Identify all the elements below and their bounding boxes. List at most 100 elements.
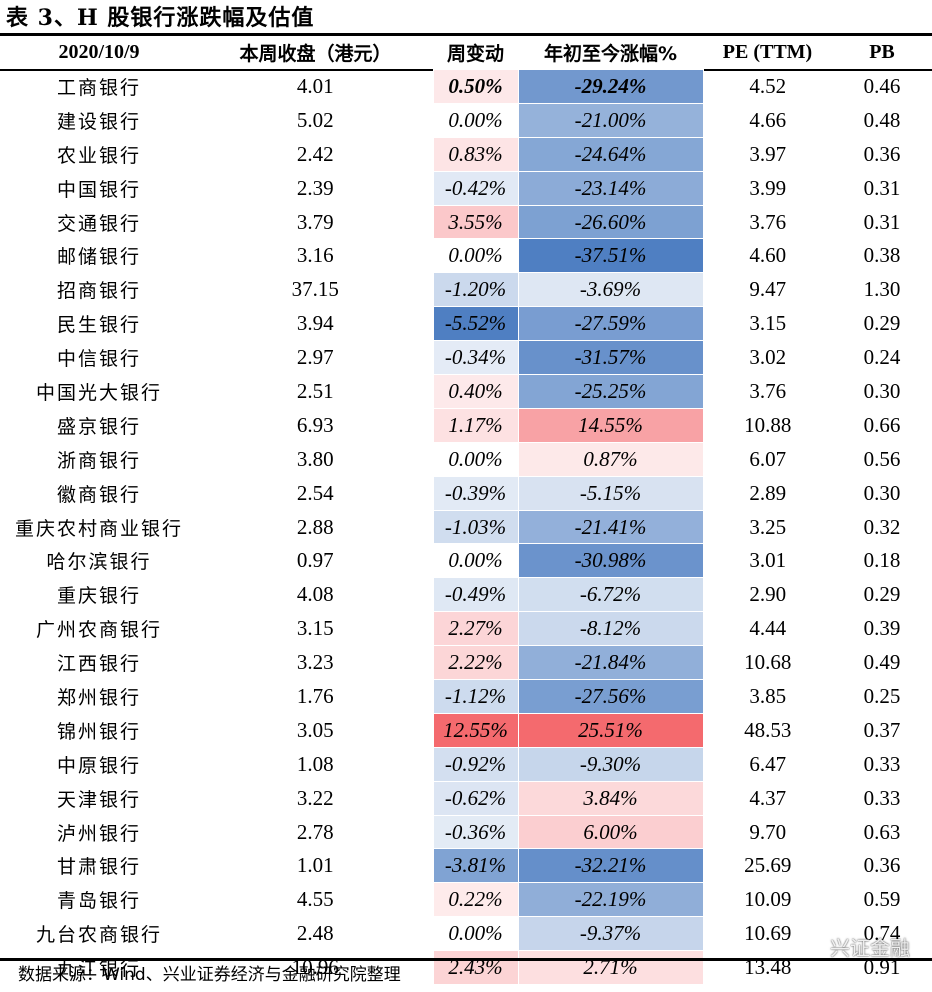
bank-name-cell: 盛京银行 <box>56 415 141 438</box>
table-row: 徽商银行 2.54 -0.39% -5.15% 2.89 0.30 <box>0 475 932 511</box>
ytd-change-cell: -21.84% <box>517 645 704 681</box>
table-row: 盛京银行 6.93 1.17% 14.55% 10.88 0.66 <box>0 407 932 443</box>
close-price-cell: 3.15 <box>296 616 334 641</box>
table-row: 重庆银行 4.08 -0.49% -6.72% 2.90 0.29 <box>0 577 932 613</box>
bank-name-cell: 徽商银行 <box>56 483 141 506</box>
ytd-change-cell: -24.64% <box>517 136 704 172</box>
pe-cell: 10.09 <box>744 887 792 912</box>
bank-name-cell: 天津银行 <box>56 788 141 811</box>
close-price-cell: 2.48 <box>296 921 334 946</box>
week-change-cell: 3.55% <box>432 204 519 240</box>
pe-cell: 9.47 <box>749 277 787 302</box>
close-price-cell: 2.97 <box>296 345 334 370</box>
close-price-cell: 4.08 <box>296 582 334 607</box>
table-row: 泸州银行 2.78 -0.36% 6.00% 9.70 0.63 <box>0 814 932 850</box>
week-change-cell: -0.36% <box>432 814 519 850</box>
ytd-change-cell: -27.59% <box>517 306 704 342</box>
table-row: 中国光大银行 2.51 0.40% -25.25% 3.76 0.30 <box>0 374 932 409</box>
week-change-cell: -0.42% <box>432 170 519 206</box>
bank-name-cell: 广州农商银行 <box>35 619 162 642</box>
pe-cell: 4.60 <box>749 243 787 268</box>
close-price-cell: 3.79 <box>296 209 334 234</box>
pe-cell: 3.99 <box>749 175 787 200</box>
bank-name-cell: 甘肃银行 <box>56 856 141 879</box>
header-pe: PE (TTM) <box>722 41 813 64</box>
table-row: 中国银行 2.39 -0.42% -23.14% 3.99 0.31 <box>0 170 932 206</box>
pb-cell: 0.36 <box>863 141 901 166</box>
header-date: 2020/10/9 <box>58 41 140 64</box>
bank-name-cell: 建设银行 <box>56 110 141 133</box>
pe-cell: 3.85 <box>749 683 787 708</box>
table-row: 农业银行 2.42 0.83% -24.64% 3.97 0.36 <box>0 136 932 172</box>
table-row: 工商银行 4.01 0.50% -29.24% 4.52 0.46 <box>0 69 932 104</box>
ytd-change-cell: 14.55% <box>517 407 704 443</box>
ytd-change-cell: -6.72% <box>517 577 704 613</box>
bank-name-cell: 工商银行 <box>56 76 141 99</box>
close-price-cell: 3.05 <box>296 717 334 742</box>
week-change-cell: -0.39% <box>432 475 519 511</box>
week-change-cell: 1.17% <box>432 407 519 443</box>
week-change-cell: 0.83% <box>432 136 519 172</box>
pb-cell: 0.29 <box>863 311 901 336</box>
close-price-cell: 2.51 <box>296 378 334 403</box>
close-price-cell: 2.42 <box>296 141 334 166</box>
week-change-cell: -1.20% <box>432 272 519 308</box>
week-change-cell: -0.49% <box>432 577 519 613</box>
week-change-cell: 0.00% <box>432 916 519 952</box>
close-price-cell: 2.39 <box>296 175 334 200</box>
week-change-cell: 2.27% <box>432 611 519 647</box>
pb-cell: 0.49 <box>863 650 901 675</box>
header-close: 本周收盘（港元） <box>239 43 392 66</box>
bank-name-cell: 锦州银行 <box>56 720 141 743</box>
table-row: 九台农商银行 2.48 0.00% -9.37% 10.69 0.74 <box>0 916 932 952</box>
pe-cell: 4.52 <box>749 73 787 98</box>
table-row: 广州农商银行 3.15 2.27% -8.12% 4.44 0.39 <box>0 611 932 647</box>
ytd-change-cell: -30.98% <box>517 543 704 579</box>
table-row: 中信银行 2.97 -0.34% -31.57% 3.02 0.24 <box>0 340 932 376</box>
pb-cell: 0.33 <box>863 751 901 776</box>
header-ytd-change: 年初至今涨幅% <box>543 43 678 65</box>
pb-cell: 0.39 <box>863 616 901 641</box>
table-row: 青岛银行 4.55 0.22% -22.19% 10.09 0.59 <box>0 882 932 918</box>
table-row: 九江银行 10.96 2.43% 2.71% 13.48 0.91 <box>0 950 932 986</box>
pe-cell: 9.70 <box>749 819 787 844</box>
watermark-text: 兴证金融 <box>830 935 910 960</box>
close-price-cell: 1.08 <box>296 751 334 776</box>
wechat-icon <box>794 935 823 957</box>
table-row: 招商银行 37.15 -1.20% -3.69% 9.47 1.30 <box>0 272 932 308</box>
bank-name-cell: 农业银行 <box>56 144 141 167</box>
close-price-cell: 1.76 <box>296 683 334 708</box>
pb-cell: 0.74 <box>863 921 901 946</box>
table-row: 郑州银行 1.76 -1.12% -27.56% 3.85 0.25 <box>0 679 932 714</box>
top-rule <box>0 33 932 36</box>
pb-cell: 0.30 <box>863 378 901 403</box>
table-row: 重庆农村商业银行 2.88 -1.03% -21.41% 3.25 0.32 <box>0 509 932 545</box>
pe-cell: 4.44 <box>749 616 787 641</box>
close-price-cell: 4.55 <box>296 887 334 912</box>
pe-cell: 3.25 <box>749 514 787 539</box>
pb-cell: 0.63 <box>863 819 901 844</box>
close-price-cell: 3.23 <box>296 650 334 675</box>
pb-cell: 0.66 <box>863 412 901 437</box>
week-change-cell: 0.00% <box>432 543 519 579</box>
close-price-cell: 6.93 <box>296 412 334 437</box>
pe-cell: 10.88 <box>744 412 792 437</box>
ytd-change-cell: -31.57% <box>517 340 704 376</box>
week-change-cell: -5.52% <box>432 306 519 342</box>
pe-cell: 10.68 <box>744 650 792 675</box>
pe-cell: 2.89 <box>749 480 787 505</box>
close-price-cell: 1.01 <box>296 853 334 878</box>
pe-cell: 6.07 <box>749 446 787 471</box>
bank-name-cell: 中原银行 <box>56 754 141 777</box>
week-change-cell: 0.00% <box>432 441 519 477</box>
bank-name-cell: 九台农商银行 <box>35 924 162 947</box>
pb-cell: 0.31 <box>863 175 901 200</box>
week-change-cell: 0.00% <box>432 238 519 274</box>
bank-name-cell: 郑州银行 <box>56 686 141 709</box>
pe-cell: 6.47 <box>749 751 787 776</box>
pb-cell: 0.31 <box>863 209 901 234</box>
bank-name-cell: 重庆银行 <box>56 585 141 608</box>
ytd-change-cell: -21.41% <box>517 509 704 545</box>
bank-name-cell: 青岛银行 <box>56 890 141 913</box>
pe-cell: 4.66 <box>749 107 787 132</box>
